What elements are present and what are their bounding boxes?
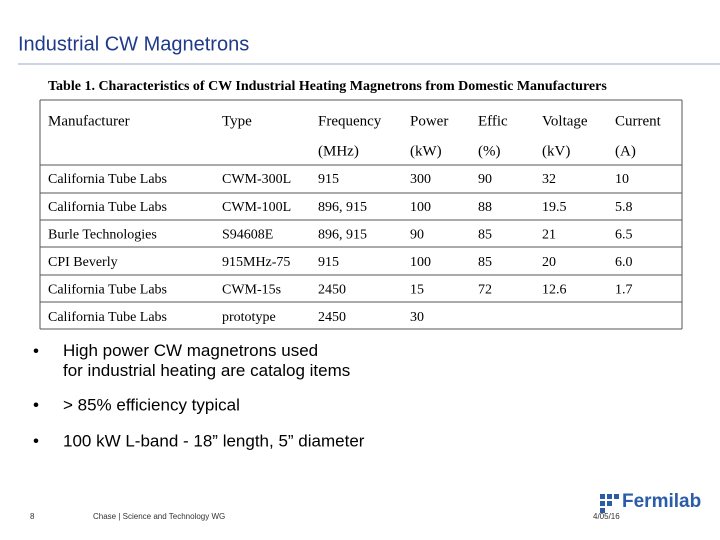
column-header: Current — [615, 113, 662, 129]
table-cell: 10 — [615, 172, 629, 187]
table-cell: 1.7 — [615, 283, 633, 298]
table-caption: Table 1. Characteristics of CW Industria… — [48, 79, 607, 94]
column-header: Voltage — [542, 113, 588, 129]
column-header: Frequency — [318, 113, 382, 129]
table-cell: CWM-15s — [222, 283, 281, 298]
footer-text: Chase | Science and Technology WG — [93, 512, 225, 521]
table-cell: 90 — [478, 172, 492, 187]
slide-title: Industrial CW Magnetrons — [18, 33, 249, 55]
table-cell: 300 — [410, 172, 431, 187]
table-cell: 12.6 — [542, 283, 567, 298]
column-header: (kW) — [410, 143, 442, 159]
table-cell: 21 — [542, 227, 556, 242]
column-header: Manufacturer — [48, 113, 130, 129]
column-header: Power — [410, 113, 448, 129]
table-cell: 6.0 — [615, 255, 633, 270]
table-cell: 896, 915 — [318, 200, 367, 215]
page-number: 8 — [30, 512, 35, 521]
table-cell: CPI Beverly — [48, 255, 118, 270]
table-cell: 32 — [542, 172, 556, 187]
table-cell: 2450 — [318, 283, 346, 298]
table-cell: 19.5 — [542, 200, 567, 215]
column-header: (A) — [615, 143, 636, 159]
table-cell: 90 — [410, 227, 424, 242]
table-cell: Burle Technologies — [48, 227, 157, 242]
table-cell: 915MHz-75 — [222, 255, 290, 270]
bullet-text: > 85% efficiency typical — [63, 395, 240, 414]
bullet-dot: • — [33, 395, 39, 414]
table-cell: prototype — [222, 310, 276, 325]
table-cell: California Tube Labs — [48, 283, 167, 298]
table-cell: California Tube Labs — [48, 200, 167, 215]
bullet-dot: • — [33, 341, 39, 360]
table-cell: CWM-100L — [222, 200, 291, 215]
table-cell: 85 — [478, 227, 492, 242]
column-header: (kV) — [542, 143, 570, 159]
table-cell: 30 — [410, 310, 424, 325]
table-cell: 2450 — [318, 310, 346, 325]
table-cell: 88 — [478, 200, 492, 215]
bullet-dot: • — [33, 431, 39, 450]
table-cell: 85 — [478, 255, 492, 270]
table-cell: California Tube Labs — [48, 172, 167, 187]
table-cell: 15 — [410, 283, 424, 298]
table-cell: 72 — [478, 283, 492, 298]
table-cell: 915 — [318, 255, 339, 270]
table-cell: CWM-300L — [222, 172, 291, 187]
column-header: Effic — [478, 113, 508, 129]
table-cell: 896, 915 — [318, 227, 367, 242]
table-cell: 5.8 — [615, 200, 633, 215]
bullet-text: High power CW magnetrons used for industr… — [63, 341, 350, 380]
table-cell: California Tube Labs — [48, 310, 167, 325]
column-header: Type — [222, 113, 252, 129]
table-cell: 100 — [410, 200, 431, 215]
footer-date: 4/05/16 — [593, 512, 620, 521]
column-header: (%) — [478, 143, 501, 159]
logo-text: Fermilab — [622, 491, 701, 512]
bullet-text: 100 kW L-band - 18” length, 5” diameter — [63, 431, 365, 450]
table-cell: 915 — [318, 172, 339, 187]
table-cell: 20 — [542, 255, 556, 270]
logo-icon — [600, 494, 619, 513]
column-header: (MHz) — [318, 143, 359, 159]
table-cell: S94608E — [222, 227, 273, 242]
table-cell: 6.5 — [615, 227, 633, 242]
table-cell: 100 — [410, 255, 431, 270]
